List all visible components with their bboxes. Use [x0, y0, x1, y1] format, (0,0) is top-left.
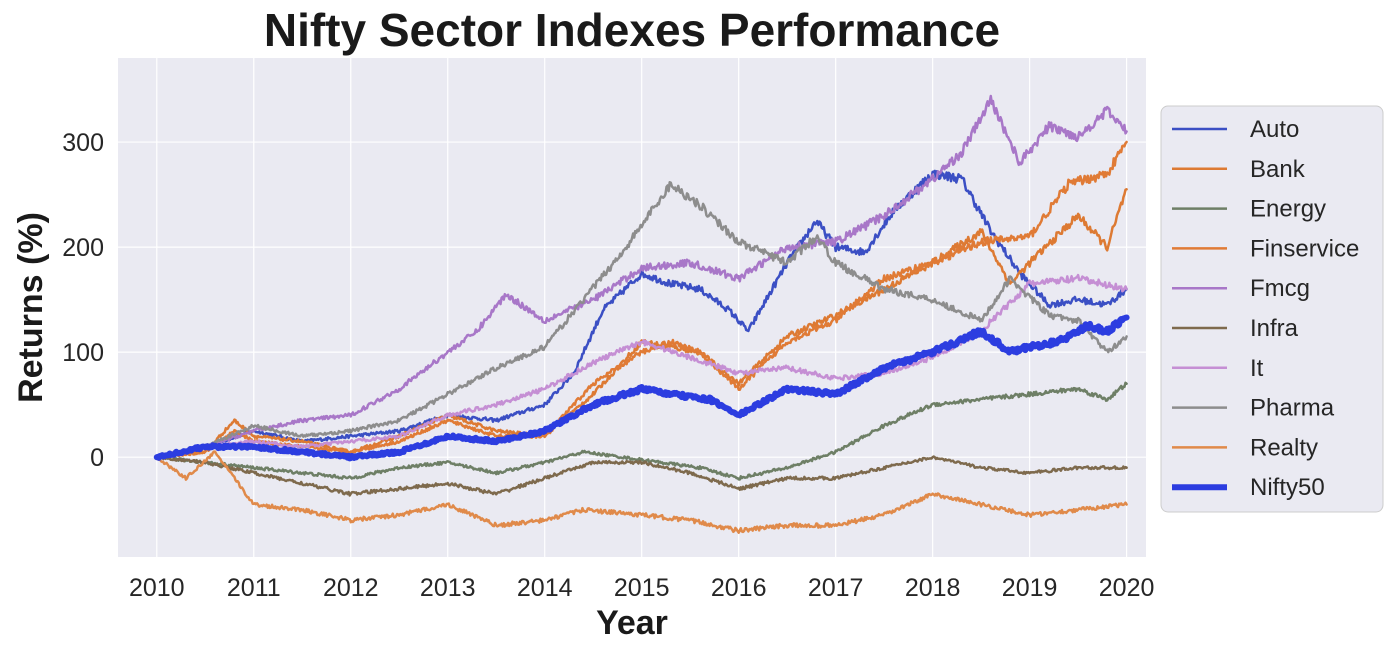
legend-item: It: [1172, 355, 1264, 382]
legend-item: Pharma: [1172, 395, 1335, 422]
x-tick-label: 2013: [420, 574, 476, 602]
legend-label: Pharma: [1250, 395, 1335, 422]
legend-label: Energy: [1250, 196, 1326, 223]
plot-area: [118, 58, 1146, 557]
series-line-nifty50: [153, 314, 1130, 462]
x-tick-label: 2018: [905, 574, 961, 602]
series-line-infra: [155, 455, 1128, 497]
series-line-bank: [155, 188, 1128, 460]
series-line-energy: [155, 381, 1128, 481]
legend-label: Infra: [1250, 315, 1299, 342]
legend: Auto Bank Energy Finservice Fmcg Infra It Pharm…: [1160, 105, 1384, 513]
x-tick-label: 2011: [227, 574, 281, 602]
legend-label: It: [1250, 355, 1264, 382]
legend-item: Nifty50: [1172, 474, 1325, 501]
x-tick-label: 2012: [323, 574, 379, 602]
series-line-fmcg: [155, 94, 1128, 459]
legend-label: Auto: [1250, 116, 1299, 143]
x-tick-label: 2020: [1099, 574, 1155, 602]
legend-label: Nifty50: [1250, 474, 1325, 501]
x-axis-label: Year: [596, 604, 668, 642]
legend-label: Bank: [1250, 156, 1306, 183]
series-line-realty: [155, 450, 1128, 534]
legend-item: Bank: [1172, 156, 1306, 183]
x-tick-label: 2014: [517, 574, 573, 602]
x-tick-label: 2015: [614, 574, 670, 602]
legend-label: Finservice: [1250, 235, 1359, 262]
y-axis-label: Returns (%): [12, 212, 50, 403]
legend-label: Realty: [1250, 434, 1318, 461]
x-tick-label: 2010: [129, 574, 185, 602]
legend-item: Fmcg: [1172, 275, 1310, 302]
x-tick-label: 2019: [1002, 574, 1058, 602]
series-line-pharma: [155, 181, 1128, 460]
x-tick-label: 2016: [711, 574, 767, 602]
y-tick-label: 0: [90, 444, 104, 472]
legend-item: Finservice: [1172, 235, 1359, 262]
y-tick-label: 200: [62, 234, 104, 262]
legend-item: Energy: [1172, 196, 1326, 223]
axis-ticks: 2010 2011 2012 2013 2014 2015 2016 2017 2018 2019…: [62, 129, 1154, 602]
y-tick-label: 100: [62, 339, 104, 367]
legend-item: Realty: [1172, 434, 1318, 461]
series-line-finservice: [155, 140, 1128, 460]
legend-label: Fmcg: [1250, 275, 1310, 302]
legend-items: Auto Bank Energy Finservice Fmcg Infra It Pharm…: [1172, 116, 1359, 501]
x-tick-label: 2017: [808, 574, 864, 602]
series-lines: [153, 94, 1130, 534]
legend-item: Infra: [1172, 315, 1299, 342]
y-tick-label: 300: [62, 129, 104, 157]
chart-title: Nifty Sector Indexes Performance: [264, 4, 1000, 56]
legend-item: Auto: [1172, 116, 1299, 143]
